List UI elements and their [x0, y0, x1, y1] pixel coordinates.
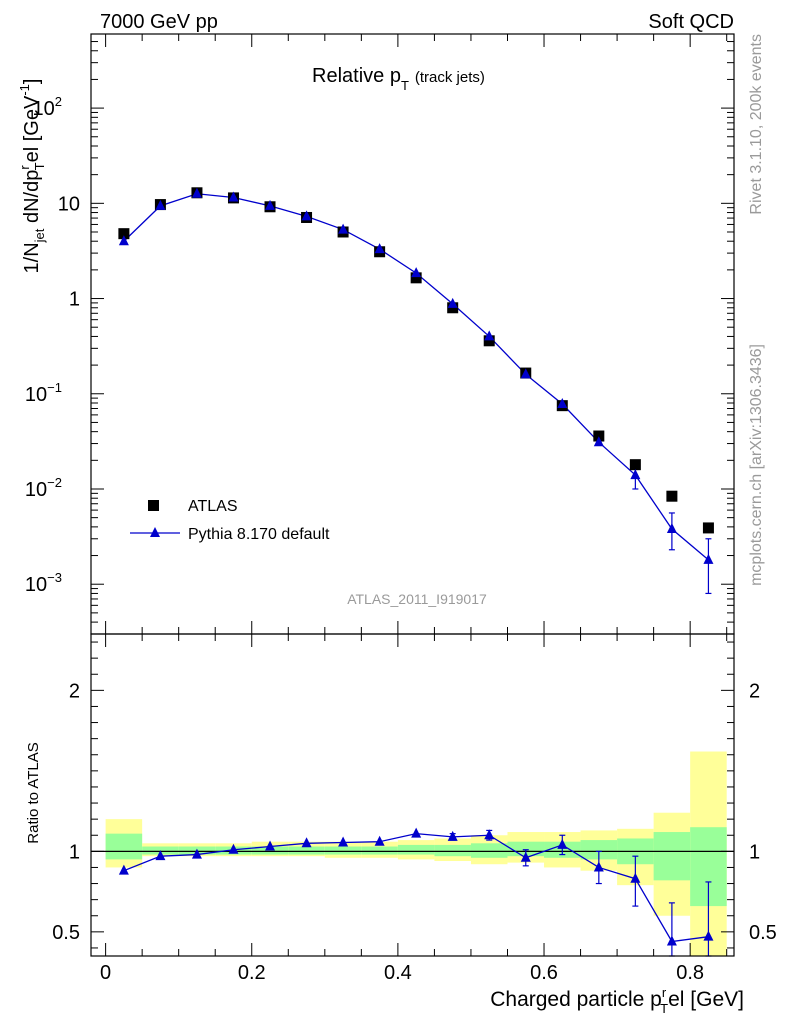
mcplots-label: mcplots.cern.ch [arXiv:1306.3436] — [748, 344, 765, 586]
main-data-marks — [118, 187, 714, 595]
ratio-pythia-point — [228, 843, 239, 854]
ratio-stat-uncertainty-band — [288, 846, 325, 855]
atlas-point — [629, 459, 641, 471]
ratio-y-tick-label-left: 1 — [69, 841, 80, 863]
main-axes: 10−3 10−2 10−1 1 10 102 — [25, 33, 734, 635]
pythia-point — [447, 297, 458, 308]
pythia-point — [666, 523, 677, 534]
atlas-point — [593, 430, 605, 442]
ratio-stat-uncertainty-band — [105, 833, 143, 860]
ratio-pythia-point — [191, 848, 202, 859]
atlas-point — [483, 335, 495, 347]
x-tick-label: 0.6 — [530, 962, 558, 984]
legend-pythia-label: Pythia 8.170 default — [188, 526, 330, 543]
ratio-stat-uncertainty-band — [580, 840, 618, 860]
main-ylabel: 1/Njet dN/dprTel [GeV-1] — [17, 79, 47, 274]
ratio-pythia-point — [484, 829, 495, 840]
pythia-point — [703, 553, 714, 564]
pythia-point — [301, 210, 312, 221]
pythia-point — [118, 235, 129, 246]
ratio-pythia-point — [155, 850, 166, 861]
xlabel-main: Charged particle p — [490, 988, 662, 1011]
main-title-text: Relative p — [312, 65, 401, 87]
main-y-tick-label: 10−3 — [25, 570, 62, 596]
ratio-y-tick-label-right: 1 — [749, 841, 760, 863]
ratio-pythia-point — [593, 861, 604, 872]
ratio-y-tick-label-left: 0.5 — [52, 922, 80, 944]
rivet-version-label: Rivet 3.1.10, 200k events — [748, 34, 765, 215]
pythia-point — [593, 436, 604, 447]
pythia-point — [155, 199, 166, 210]
main-title-subscript: T — [401, 78, 409, 93]
main-y-tick-label: 10−2 — [25, 475, 62, 501]
pythia-point — [520, 368, 531, 379]
ratio-pythia-point — [520, 851, 531, 862]
atlas-point — [666, 490, 678, 502]
ratio-y-tick-label-left: 2 — [69, 680, 80, 702]
xlabel-sub: T — [660, 1001, 668, 1016]
ratio-stat-uncertainty-band — [434, 844, 471, 857]
ratio-pythia-point — [703, 930, 714, 941]
x-tick-label: 0 — [100, 962, 111, 984]
pythia-point — [228, 191, 239, 202]
pythia-point — [630, 469, 641, 480]
xlabel-tail: el [GeV] — [668, 988, 744, 1011]
header-left: 7000 GeV pp — [100, 11, 218, 33]
ratio-stat-uncertainty-band — [361, 846, 398, 855]
main-y-tick-label: 1 — [69, 289, 80, 311]
legend-atlas-label: ATLAS — [188, 498, 238, 515]
legend-atlas-marker — [148, 500, 159, 511]
ratio-axes: 0 0.2 0.4 0.6 0.8 0.5 0.5 1 1 2 2 — [52, 634, 777, 984]
pythia-point — [338, 223, 349, 234]
atlas-point — [118, 228, 130, 240]
header-right: Soft QCD — [648, 11, 734, 33]
ratio-uncertainty-bands — [105, 751, 727, 956]
ratio-stat-uncertainty-band — [397, 844, 435, 855]
ratio-pythia-point — [338, 836, 349, 847]
ratio-stat-uncertainty-band — [324, 846, 362, 855]
ratio-pythia-point — [301, 837, 312, 848]
analysis-label: ATLAS_2011_I919017 — [347, 591, 487, 607]
main-y-tick-label: 10−1 — [25, 380, 62, 406]
x-tick-label: 0.8 — [676, 962, 704, 984]
x-tick-label: 0.2 — [238, 962, 266, 984]
ratio-stat-uncertainty-band — [653, 832, 691, 881]
ratio-pythia-point — [630, 872, 641, 883]
ratio-pythia-point — [557, 838, 568, 849]
pythia-point — [411, 267, 422, 278]
pythia-point — [265, 199, 276, 210]
ratio-y-tick-label-right: 0.5 — [749, 922, 777, 944]
pythia-point — [191, 187, 202, 198]
ratio-pythia-point — [118, 864, 129, 875]
ratio-pythia-point — [265, 840, 276, 851]
xlabel: Charged particle pr Tel [GeV] — [490, 985, 744, 1016]
atlas-point — [410, 272, 422, 284]
pythia-point — [374, 243, 385, 254]
ratio-pythia-point — [447, 830, 458, 841]
main-title: Relative pT (track jets) — [312, 65, 485, 93]
ratio-ylabel: Ratio to ATLAS — [25, 742, 42, 843]
ratio-frame — [90, 633, 735, 957]
pythia-point — [484, 330, 495, 341]
ratio-pythia-point — [374, 835, 385, 846]
ratio-pythia-point — [411, 827, 422, 838]
main-frame — [90, 33, 735, 635]
x-tick-label: 0.4 — [384, 962, 412, 984]
main-title-tail: (track jets) — [415, 69, 485, 86]
ratio-stat-uncertainty-band — [251, 846, 289, 855]
main-y-tick-label: 10 — [58, 193, 80, 215]
atlas-point — [702, 522, 714, 534]
main-y-tick-label: 102 — [33, 94, 62, 120]
pythia-point — [557, 398, 568, 409]
xlabel-sup: r — [662, 985, 667, 1000]
ratio-stat-uncertainty-band — [470, 843, 508, 858]
ratio-pythia-point — [666, 935, 677, 946]
ratio-y-tick-label-right: 2 — [749, 680, 760, 702]
legend-pythia-marker — [150, 527, 160, 537]
